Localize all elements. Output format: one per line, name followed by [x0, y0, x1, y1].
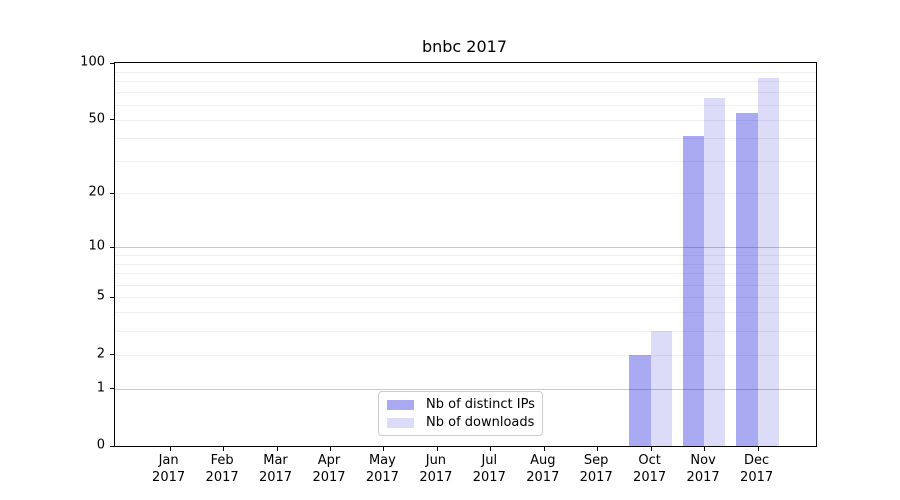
x-tick-year: 2017 — [365, 469, 399, 485]
x-tick-label: Sep 2017 — [569, 453, 623, 486]
x-tick-label: Mar 2017 — [249, 453, 303, 486]
minor-gridline — [115, 297, 816, 299]
minor-gridline — [115, 161, 816, 162]
bar-dec-ips — [736, 113, 758, 446]
y-tick-mark — [110, 296, 114, 298]
x-tick-label: Feb 2017 — [195, 453, 249, 486]
x-tick-year: 2017 — [419, 469, 453, 485]
x-tick-month: Aug — [530, 453, 556, 468]
x-tick-year: 2017 — [633, 469, 667, 485]
minor-gridline — [115, 193, 816, 195]
bar-oct-downloads — [650, 331, 672, 446]
x-tick-mark — [757, 447, 759, 451]
plot-area — [110, 62, 817, 451]
x-tick-month: Nov — [690, 453, 716, 468]
y-tick-mark — [110, 354, 114, 356]
legend: Nb of distinct IPs Nb of downloads — [378, 391, 543, 436]
y-tick-mark — [110, 445, 114, 447]
minor-gridline — [115, 119, 816, 121]
x-tick-month: Jun — [425, 453, 447, 468]
minor-gridline — [115, 92, 816, 94]
y-tick-label: 20 — [88, 184, 105, 200]
minor-gridline — [115, 104, 816, 106]
y-tick-mark — [110, 119, 114, 121]
y-tick-mark — [110, 192, 114, 194]
legend-row-downloads: Nb of downloads — [387, 415, 534, 430]
x-tick-label: Apr 2017 — [302, 453, 356, 486]
minor-gridline — [115, 137, 816, 139]
legend-row-distinct-ips: Nb of distinct IPs — [387, 397, 535, 412]
x-tick-year: 2017 — [740, 469, 774, 485]
x-tick-mark — [223, 447, 225, 451]
x-tick-label: May 2017 — [355, 453, 409, 486]
y-tick-label: 10 — [88, 238, 105, 254]
x-tick-mark — [169, 447, 171, 451]
x-tick-month: Oct — [638, 453, 661, 468]
x-tick-mark — [436, 447, 438, 451]
minor-gridline — [115, 81, 816, 83]
y-tick-label: 1 — [96, 380, 105, 395]
x-tick-label: Jul 2017 — [462, 453, 516, 486]
x-tick-year: 2017 — [526, 469, 560, 485]
minor-gridline — [115, 354, 816, 356]
y-tick-label: 5 — [96, 288, 105, 304]
x-tick-label: Nov 2017 — [676, 453, 730, 486]
x-tick-mark — [543, 447, 545, 451]
x-tick-year: 2017 — [472, 469, 506, 485]
x-tick-mark — [490, 447, 492, 451]
y-tick-label: 50 — [88, 111, 105, 127]
x-tick-label: Oct 2017 — [623, 453, 677, 486]
x-tick-year: 2017 — [579, 469, 613, 485]
x-tick-month: Dec — [744, 453, 770, 468]
x-tick-mark — [330, 447, 331, 451]
y-tick-mark — [110, 246, 114, 248]
x-tick-mark — [704, 447, 706, 451]
minor-gridline — [115, 284, 816, 286]
x-tick-label: Jun 2017 — [409, 453, 463, 486]
minor-gridline — [115, 71, 816, 73]
major-gridline — [115, 247, 816, 248]
x-tick-month: Feb — [210, 453, 234, 468]
x-tick-mark — [597, 447, 599, 451]
x-tick-mark — [276, 447, 278, 451]
bar-dec-downloads — [757, 78, 779, 446]
x-tick-month: Jan — [158, 453, 179, 468]
minor-gridline — [115, 331, 816, 332]
minor-gridline — [115, 273, 816, 275]
x-tick-month: May — [368, 453, 396, 468]
x-tick-label: Aug 2017 — [516, 453, 570, 486]
y-tick-mark — [110, 388, 114, 389]
bar-nov-ips — [682, 135, 705, 446]
y-tick-label: 2 — [96, 346, 105, 362]
x-tick-month: Jul — [481, 453, 498, 468]
legend-swatch-distinct-ips — [387, 399, 414, 410]
x-tick-mark — [383, 447, 385, 451]
minor-gridline — [115, 263, 816, 265]
bar-nov-downloads — [704, 98, 726, 446]
x-tick-label: Dec 2017 — [730, 453, 784, 486]
x-tick-year: 2017 — [152, 469, 186, 485]
legend-swatch-downloads — [387, 417, 414, 428]
x-tick-year: 2017 — [205, 469, 239, 485]
x-tick-month: Apr — [317, 453, 341, 468]
x-tick-year: 2017 — [686, 469, 720, 485]
x-tick-year: 2017 — [312, 469, 346, 485]
x-tick-month: Mar — [263, 453, 288, 468]
x-tick-year: 2017 — [258, 469, 293, 485]
x-tick-month: Sep — [583, 453, 609, 468]
y-tick-label: 0 — [96, 437, 105, 453]
bar-oct-ips — [629, 354, 651, 446]
y-tick-label: 100 — [80, 54, 105, 70]
x-tick-mark — [650, 447, 652, 451]
major-gridline — [115, 388, 816, 390]
minor-gridline — [115, 254, 816, 256]
y-tick-mark — [110, 62, 114, 64]
minor-gridline — [115, 312, 816, 314]
x-tick-label: Jan 2017 — [142, 453, 196, 486]
legend-label-distinct-ips: Nb of distinct IPs — [426, 397, 535, 412]
legend-label-downloads: Nb of downloads — [426, 415, 535, 430]
chart-title: bnbc 2017 — [421, 37, 508, 56]
